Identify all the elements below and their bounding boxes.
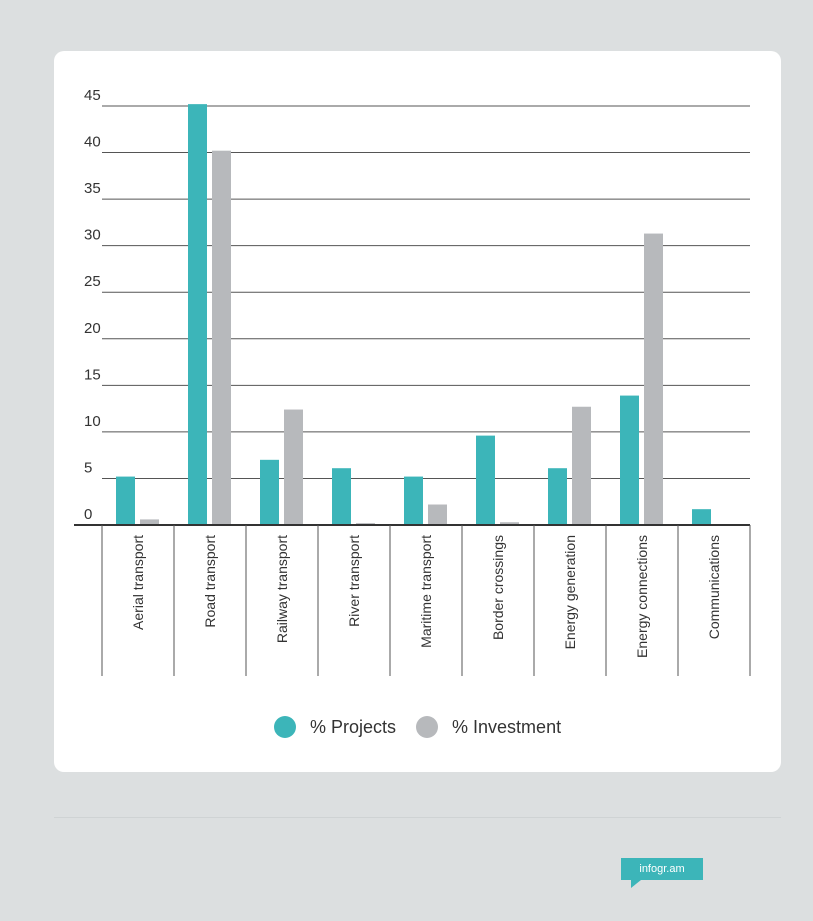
y-tick-label: 5 xyxy=(84,459,92,476)
legend-swatch-investment xyxy=(416,716,439,738)
bar-projects xyxy=(620,395,639,525)
y-tick-label: 25 xyxy=(84,273,101,290)
bar-projects xyxy=(476,435,495,525)
bar-projects xyxy=(692,509,711,525)
x-tick-label: Border crossings xyxy=(490,535,506,640)
legend-label-projects: % Projects xyxy=(310,716,397,737)
infogram-badge[interactable]: infogr.am xyxy=(621,858,703,880)
x-tick-label: Energy connections xyxy=(634,535,650,658)
y-tick-label: 0 xyxy=(84,506,92,523)
legend-item-investment[interactable]: % Investment xyxy=(416,716,561,738)
y-tick-label: 45 xyxy=(84,87,101,104)
y-tick-label: 40 xyxy=(84,134,101,151)
x-tick-label: Aerial transport xyxy=(130,535,146,630)
bar-investment xyxy=(212,150,231,525)
bar-investment xyxy=(428,504,447,525)
bar-investment xyxy=(572,406,591,525)
x-tick-label: Railway transport xyxy=(274,535,290,643)
x-tick-label: Maritime transport xyxy=(418,535,434,648)
bar-investment xyxy=(500,522,519,525)
x-tick-label: Energy generation xyxy=(562,535,578,649)
infogram-badge-tail xyxy=(631,880,641,888)
bar-investment xyxy=(140,519,159,525)
bar-projects xyxy=(260,459,279,525)
legend-swatch-projects xyxy=(274,716,296,738)
y-tick-label: 30 xyxy=(84,227,101,244)
bar-projects xyxy=(404,476,423,525)
bar-projects xyxy=(332,468,351,525)
legend-item-projects[interactable]: % Projects xyxy=(274,716,396,738)
bar-projects xyxy=(188,104,207,525)
x-tick-label: Road transport xyxy=(202,535,218,628)
footer-divider xyxy=(54,817,781,818)
infogram-badge-label: infogr.am xyxy=(639,863,685,875)
y-tick-label: 35 xyxy=(84,180,101,197)
chart-card: 0 5 10 15 20 25 30 35 40 45 Aerial transport Road t… xyxy=(54,51,781,772)
bar-projects xyxy=(116,476,135,525)
y-tick-label: 10 xyxy=(84,413,101,430)
y-tick-label: 15 xyxy=(84,366,101,383)
bar-investment xyxy=(284,409,303,525)
x-tick-label: River transport xyxy=(346,535,362,627)
legend-label-investment: % Investment xyxy=(452,716,562,737)
legend: % Projects % Investment xyxy=(274,712,581,742)
bar-chart: 0 5 10 15 20 25 30 35 40 45 Aerial transport Road t… xyxy=(74,87,751,676)
bar-investment xyxy=(644,233,663,525)
x-tick-label: Communications xyxy=(706,535,722,639)
y-tick-label: 20 xyxy=(84,320,101,337)
bar-projects xyxy=(548,468,567,525)
